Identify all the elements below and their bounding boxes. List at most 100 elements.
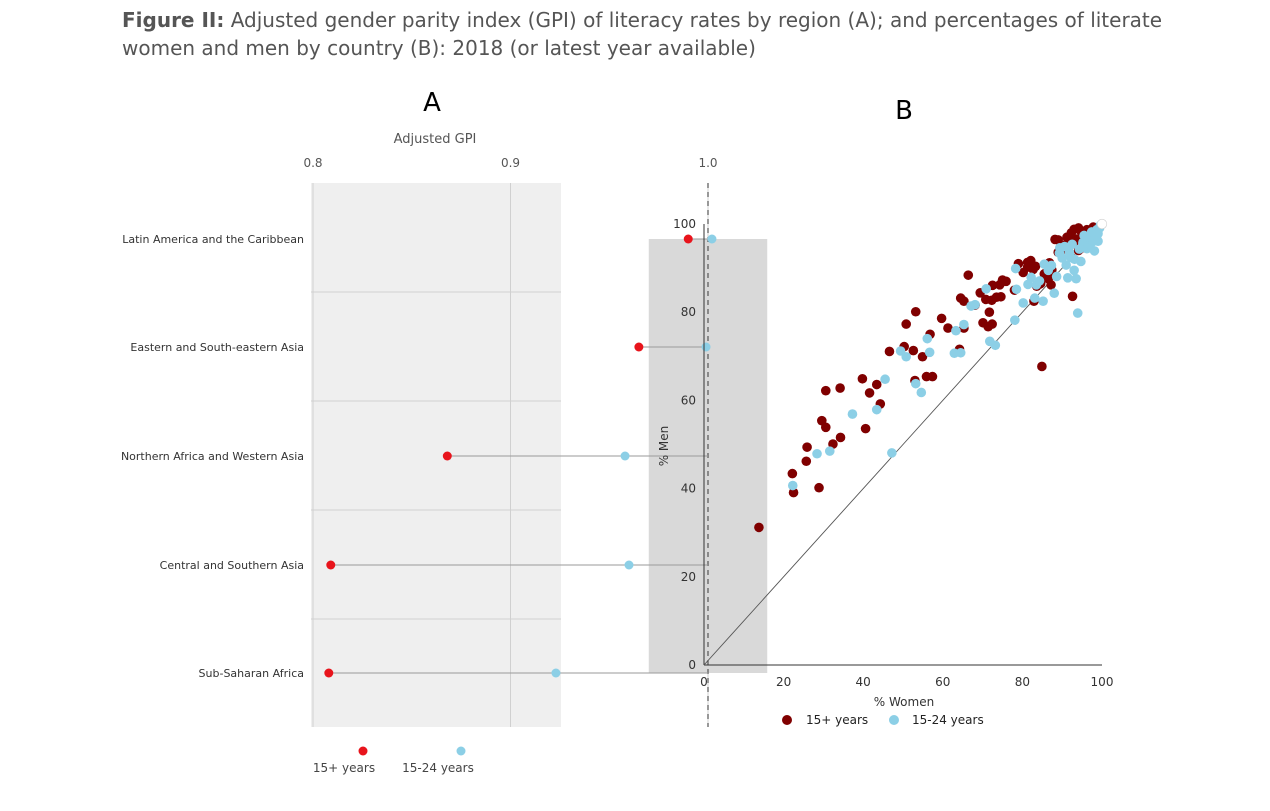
panel-b-point-15-24 [959,319,969,330]
panel-b-x-tick-label: 40 [856,675,871,689]
panel-b-legend-marker-15plus [782,715,792,725]
panel-b-point-15plus [1030,261,1041,272]
panel-b-point-15plus [835,383,845,393]
panel-a-category-label: Latin America and the Caribbean [122,233,304,246]
panel-b-point-15plus [814,482,824,493]
panel-b-point-15plus [864,388,875,398]
panel-b-point-15plus [910,306,921,317]
panel-b-point-15-24 [1046,260,1057,271]
panel-b-point-15-24 [1011,284,1022,295]
panel-a-category-label: Northern Africa and Western Asia [121,450,304,463]
panel-b-point-15plus [963,270,974,280]
panel-a-x-tick-label: 1.0 [698,156,717,170]
panel-a-dot-15plus [324,668,334,678]
panel-a-legend-label-15-24: 15-24 years [402,761,474,775]
panel-b-point-15-24 [1062,273,1073,283]
panel-a-category-label: Sub-Saharan Africa [199,667,304,680]
panel-b-point-15plus [871,379,882,390]
panel-a-dot-15plus [683,234,693,244]
panel-a-dot-15plus [326,560,336,570]
panel-b-point-15plus [820,422,831,433]
panel-b-y-tick-label: 20 [681,570,696,584]
panel-b-point-15plus [917,351,928,362]
panel-a-x-tick-label: 0.9 [501,156,520,170]
panel-b-point-15plus [801,456,812,467]
panel-b-point-15-24 [1029,293,1040,303]
panel-b-point-15-24 [901,351,911,362]
panel-b-point-15plus [835,432,846,443]
panel-b-point-15-24 [787,480,798,491]
panel-b-point-15-24 [1071,273,1081,284]
panel-b-legend-marker-15-24 [889,715,899,725]
panel-b-point-15plus [996,291,1006,302]
panel-b-label: B [895,96,913,126]
panel-b-point-15-24 [916,387,927,398]
figure-caption: Adjusted gender parity index (GPI) of li… [122,8,1163,60]
panel-b-point-15-24 [880,374,890,385]
panel-a-dot-15-24 [551,668,561,678]
panel-b-legend-label-15-24: 15-24 years [912,713,984,727]
panel-b-legend-label-15plus: 15+ years [806,713,868,727]
panel-b-x-tick-label: 80 [1015,675,1030,689]
panel-b-endpoint-marker [1096,218,1108,230]
panel-b-point-15plus [927,371,938,382]
panel-b-point-15-24 [1089,246,1100,256]
panel-a-label: A [423,88,441,118]
panel-b-y-tick-label: 0 [688,658,696,672]
panel-b-x-tick-label: 100 [1091,675,1114,689]
panel-b-point-15-24 [887,448,897,458]
panel-a-dot-15-24 [620,451,630,461]
figure-title: Figure II: Adjusted gender parity index … [122,6,1222,62]
panel-b-point-15plus [943,323,953,333]
panel-b-point-15plus [1053,235,1064,245]
panel-b-point-15-24 [847,409,858,419]
panel-a-dot-15-24 [624,560,634,570]
panel-b-point-15-24 [1038,296,1048,306]
panel-b-y-axis-title: % Men [657,426,671,467]
panel-b-point-15plus [959,296,969,306]
panel-b-y-tick-label: 80 [681,305,696,319]
panel-b-point-15plus [860,423,871,434]
panel-b-x-axis-title: % Women [874,695,934,709]
panel-a-dot-15-24 [701,342,711,352]
panel-a-dot-15-24 [707,234,717,244]
panel-b-point-15plus [1001,276,1011,287]
panel-b-y-tick-label: 40 [681,482,696,496]
panel-b-point-15-24 [970,299,980,310]
panel-b-point-15plus [1037,361,1047,372]
panel-b-point-15-24 [1076,256,1086,267]
panel-b-point-15plus [820,385,831,396]
panel-b-point-15-24 [1072,308,1083,318]
panel-b-point-15-24 [1010,315,1020,325]
figure-label: Figure II: [122,8,225,32]
panel-b-point-15-24 [1057,253,1067,263]
panel-b-point-15-24 [955,347,966,358]
panel-a-plot-background [311,183,561,727]
panel-b-point-15-24 [824,446,835,456]
panel-b-point-15-24 [924,347,935,358]
panel-b-point-15plus [788,487,799,498]
panel-b-point-15-24 [812,448,822,459]
panel-a-dot-15plus [634,342,644,352]
panel-b-point-15plus [884,346,895,357]
panel-b-point-15-24 [1018,298,1028,308]
panel-b-point-15plus [802,442,812,452]
panel-b-y-tick-label: 60 [681,393,696,407]
panel-a-dot-15plus [442,451,452,461]
panel-b-point-15plus [857,373,868,384]
panel-b-point-15-24 [1069,265,1079,276]
panel-b-x-tick-label: 20 [776,675,791,689]
panel-b-point-15-24 [922,333,933,344]
panel-a-x-tick-label: 0.8 [303,156,322,170]
panel-b-point-15plus [1067,291,1078,302]
panel-b-point-15-24 [1034,276,1045,286]
panel-b-point-15-24 [1026,272,1036,283]
panel-b-point-15plus [1046,280,1056,290]
panel-b-point-15-24 [1093,236,1103,246]
panel-a-legend-marker-15-24 [456,746,466,756]
panel-a-axis-title: Adjusted GPI [394,132,477,147]
panel-b-point-15-24 [951,325,961,336]
panel-b-point-15plus [908,345,919,356]
panel-b-point-15-24 [981,284,991,294]
